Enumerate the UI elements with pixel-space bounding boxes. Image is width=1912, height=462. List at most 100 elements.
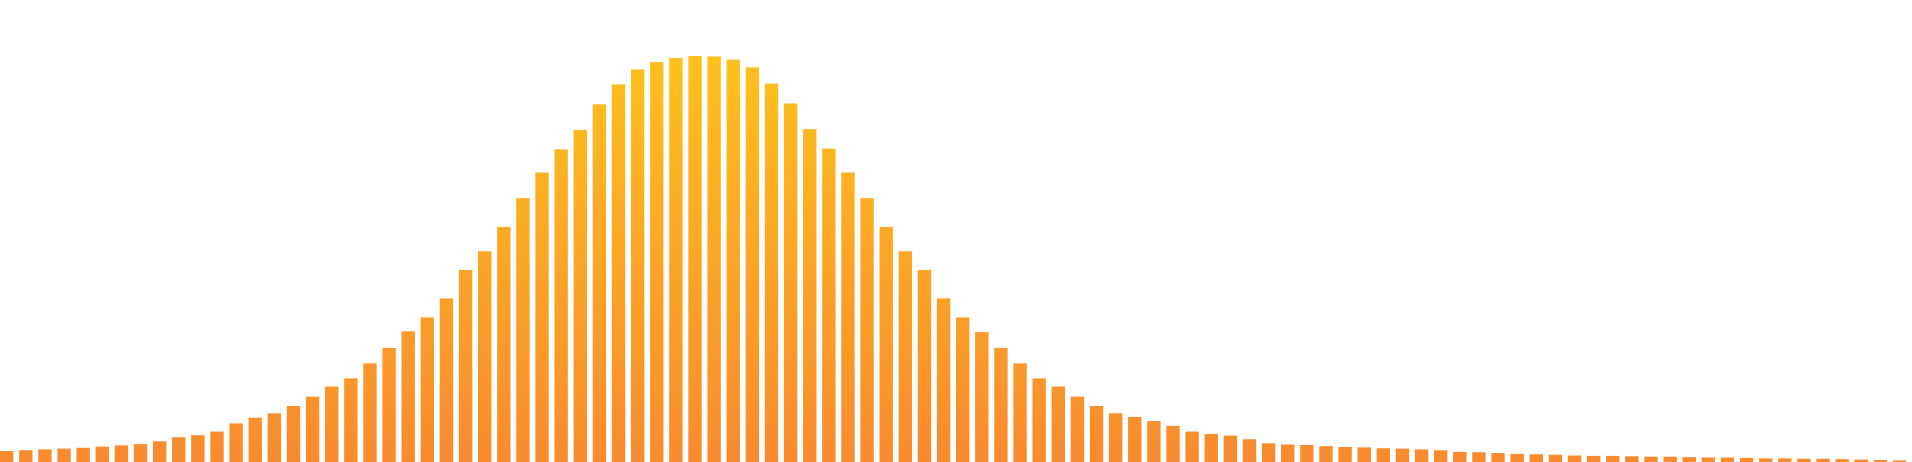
bar-38 (707, 56, 721, 462)
bar-13 (229, 423, 243, 462)
bar-68 (1281, 444, 1295, 462)
bar-75 (1414, 449, 1429, 462)
bar-64 (1204, 433, 1218, 462)
bar-17 (305, 396, 320, 462)
bar-94 (1778, 458, 1792, 462)
bar-100 (1892, 460, 1907, 462)
bar-9 (152, 441, 167, 462)
bar-50 (936, 298, 951, 462)
bar-78 (1472, 452, 1486, 462)
bar-1 (0, 451, 14, 462)
bar-92 (1739, 457, 1754, 462)
bar-81 (1529, 454, 1543, 462)
bar-69 (1300, 444, 1314, 462)
bar-16 (286, 405, 301, 462)
bar-83 (1567, 455, 1582, 462)
bar-51 (956, 317, 970, 462)
bar-59 (1108, 413, 1123, 462)
bar-39 (726, 59, 740, 462)
bar-4 (57, 448, 71, 462)
bar-37 (688, 56, 702, 462)
bar-70 (1319, 446, 1333, 462)
bar-20 (363, 363, 377, 462)
bar-57 (1070, 396, 1085, 462)
bar-54 (1013, 363, 1027, 462)
bar-5 (76, 447, 90, 462)
bar-66 (1242, 439, 1257, 462)
bar-34 (630, 69, 645, 462)
bar-44 (822, 148, 836, 462)
bar-86 (1625, 456, 1639, 462)
bar-74 (1395, 448, 1410, 462)
bar-8 (133, 444, 148, 462)
bar-91 (1720, 457, 1735, 462)
bar-65 (1223, 435, 1238, 462)
bar-46 (860, 198, 874, 462)
bar-21 (382, 347, 396, 462)
bar-53 (994, 347, 1008, 462)
bar-36 (669, 58, 683, 462)
bar-35 (650, 62, 664, 462)
bar-60 (1128, 416, 1142, 462)
bar-25 (458, 269, 473, 462)
bar-40 (745, 67, 760, 462)
bar-98 (1854, 459, 1869, 462)
bar-93 (1759, 458, 1773, 462)
bar-23 (420, 317, 435, 462)
bar-89 (1682, 457, 1696, 462)
bar-73 (1376, 448, 1391, 462)
bar-31 (573, 129, 587, 462)
bar-88 (1663, 456, 1677, 462)
bar-27 (497, 226, 511, 462)
bar-26 (478, 251, 492, 462)
bar-77 (1453, 451, 1467, 462)
bar-42 (783, 103, 798, 462)
bar-58 (1089, 405, 1104, 462)
bar-49 (917, 269, 932, 462)
bar-47 (879, 226, 893, 462)
bar-6 (95, 446, 109, 462)
bar-28 (516, 198, 530, 462)
bar-79 (1491, 453, 1505, 462)
bar-85 (1606, 455, 1620, 462)
bar-2 (19, 450, 33, 462)
bar-52 (975, 332, 989, 462)
bar-84 (1586, 455, 1601, 462)
bar-43 (803, 129, 817, 462)
bar-76 (1434, 450, 1448, 462)
bar-96 (1816, 458, 1830, 462)
bar-55 (1032, 378, 1046, 462)
bar-87 (1644, 456, 1658, 462)
bar-45 (841, 172, 855, 462)
bar-99 (1873, 459, 1888, 462)
bar-61 (1147, 420, 1161, 462)
bar-32 (592, 104, 607, 462)
bar-12 (210, 431, 224, 462)
bar-41 (764, 83, 779, 462)
bar-11 (191, 435, 205, 462)
bar-series (0, 56, 1907, 462)
bar-80 (1510, 453, 1524, 462)
bar-67 (1261, 443, 1276, 462)
bar-14 (248, 417, 262, 462)
bar-7 (114, 445, 129, 462)
bar-22 (401, 331, 415, 462)
bar-82 (1548, 454, 1563, 462)
bar-3 (38, 449, 52, 462)
bar-10 (172, 437, 186, 462)
bar-24 (439, 298, 454, 462)
bar-48 (898, 251, 913, 462)
bar-95 (1797, 458, 1811, 462)
bar-71 (1338, 446, 1352, 462)
bar-18 (325, 386, 339, 462)
bar-19 (344, 378, 358, 462)
bar-30 (554, 149, 568, 462)
bar-56 (1051, 386, 1065, 462)
bar-63 (1185, 431, 1199, 462)
bar-97 (1835, 459, 1849, 462)
bar-33 (611, 84, 626, 462)
bar-29 (535, 172, 549, 462)
bar-72 (1357, 447, 1371, 462)
bar-15 (267, 413, 282, 462)
